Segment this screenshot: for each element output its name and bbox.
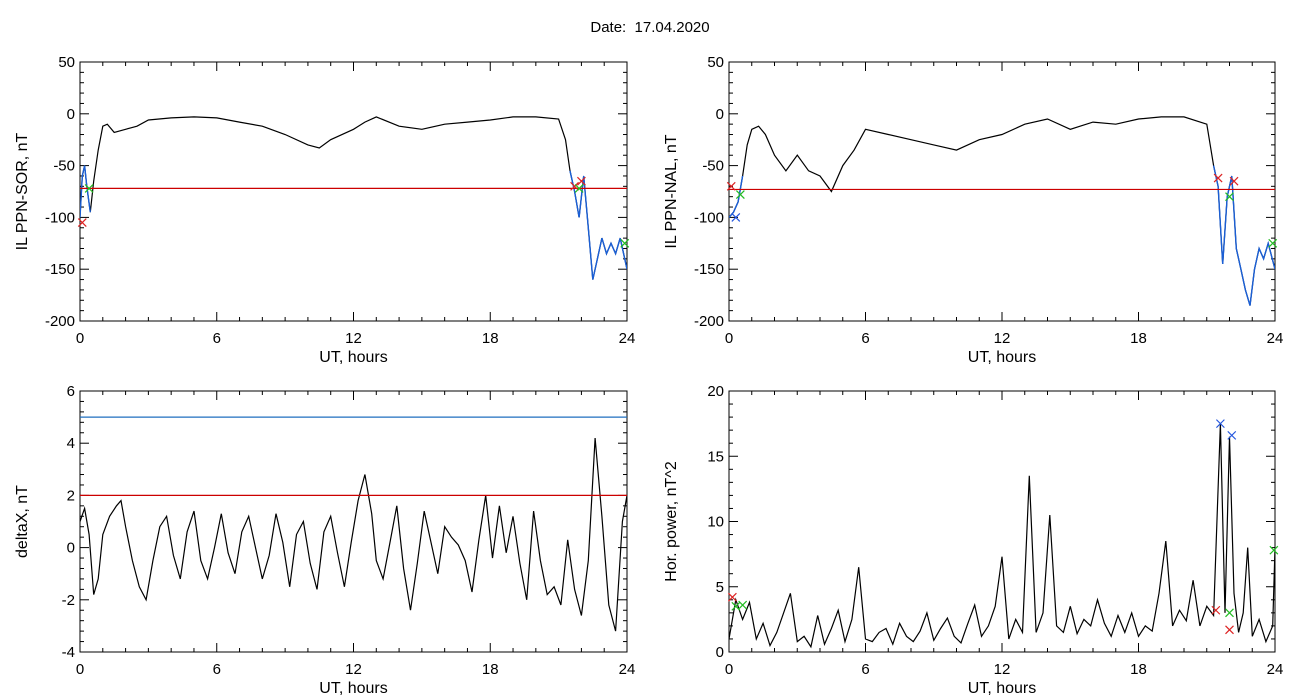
y-axis-label: deltaX, nT <box>14 485 31 558</box>
y-tick-label: 0 <box>67 540 75 557</box>
y-tick-label: 0 <box>67 106 75 123</box>
y-tick-label: 2 <box>67 487 75 504</box>
y-tick-label: 0 <box>716 106 724 123</box>
x-tick-label: 6 <box>213 330 221 347</box>
plot-nal: 0 6 12 18 24 -200 -150 -100 -50 0 50 UT, hours IL PP… <box>663 54 1283 366</box>
plot-power: 0 6 12 18 24 0 5 10 15 20 UT, hours Hor. power, nT^… <box>663 383 1283 697</box>
x-tick-label: 6 <box>861 661 869 678</box>
marker-blue <box>731 212 741 222</box>
highlight-segment <box>80 165 91 218</box>
x-tick-label: 0 <box>76 661 84 678</box>
y-tick-label: -150 <box>45 261 75 278</box>
marker-red <box>1229 176 1239 186</box>
plot-frame <box>79 61 628 322</box>
marker-green <box>735 190 745 200</box>
y-axis-label: IL PPN-SOR, nT <box>14 132 31 250</box>
marker-green <box>620 238 630 248</box>
plot-frame <box>728 61 1276 322</box>
y-axis-label: Hor. power, nT^2 <box>663 461 680 582</box>
y-tick-label: -2 <box>62 592 75 609</box>
marker-blue <box>1227 430 1237 440</box>
y-axis-label: IL PPN-NAL, nT <box>663 134 680 248</box>
data-line <box>729 116 1275 306</box>
marker-red <box>726 181 736 191</box>
x-tick-label: 18 <box>482 330 499 347</box>
y-tick-label: 50 <box>58 54 75 71</box>
x-axis-label: UT, hours <box>319 349 387 366</box>
marker-green <box>574 183 584 193</box>
x-tick-label: 24 <box>619 661 636 678</box>
plot-frame <box>79 390 628 653</box>
plot-sor: 0 6 12 18 24 -200 -150 -100 -50 0 50 UT, hours IL PP… <box>14 54 635 366</box>
x-tick-label: 6 <box>861 330 869 347</box>
data-line <box>80 116 627 280</box>
marker-red <box>1213 173 1223 183</box>
y-tick-label: -4 <box>62 644 75 661</box>
plot-frame <box>728 390 1276 653</box>
data-line <box>80 437 627 632</box>
y-tick-label: -200 <box>694 313 724 330</box>
y-tick-label: 20 <box>707 383 724 400</box>
x-tick-label: 24 <box>619 330 636 347</box>
y-tick-label: 0 <box>716 644 724 661</box>
x-tick-label: 0 <box>725 330 733 347</box>
x-tick-label: 12 <box>345 330 362 347</box>
marker-blue <box>1215 419 1225 429</box>
marker-red <box>727 592 737 602</box>
marker-red <box>77 218 87 228</box>
y-tick-label: 4 <box>67 435 75 452</box>
y-tick-label: -100 <box>45 209 75 226</box>
y-tick-label: -150 <box>694 261 724 278</box>
y-tick-label: -50 <box>702 158 724 175</box>
x-axis-label: UT, hours <box>319 680 387 697</box>
x-tick-label: 12 <box>994 330 1011 347</box>
y-tick-label: -200 <box>45 313 75 330</box>
y-tick-label: 50 <box>707 54 724 71</box>
marker-red <box>1225 625 1234 635</box>
y-tick-label: 15 <box>707 448 724 465</box>
y-tick-label: 5 <box>716 579 724 596</box>
y-tick-label: 10 <box>707 514 724 531</box>
x-tick-label: 18 <box>1130 661 1147 678</box>
y-tick-label: 6 <box>67 383 75 400</box>
x-tick-label: 24 <box>1267 330 1284 347</box>
page-title: Date: 17.04.2020 <box>590 19 710 36</box>
x-tick-label: 0 <box>76 330 84 347</box>
x-tick-label: 18 <box>482 661 499 678</box>
y-tick-label: -50 <box>53 158 75 175</box>
x-tick-label: 24 <box>1267 661 1284 678</box>
marker-green <box>1268 238 1278 248</box>
highlight-segment <box>1212 165 1275 306</box>
x-tick-label: 12 <box>994 661 1011 678</box>
marker-green <box>731 601 741 611</box>
x-axis-label: UT, hours <box>968 680 1036 697</box>
x-tick-label: 6 <box>213 661 221 678</box>
y-tick-label: -100 <box>694 209 724 226</box>
marker-red <box>570 181 580 191</box>
marker-green <box>738 600 748 610</box>
marker-green <box>1269 545 1279 555</box>
marker-green <box>1225 192 1234 202</box>
data-line <box>729 423 1275 649</box>
marker-green <box>1225 608 1234 618</box>
x-tick-label: 18 <box>1130 330 1147 347</box>
highlight-segment <box>569 170 627 280</box>
marker-red <box>576 176 586 186</box>
marker-green <box>84 183 94 193</box>
x-axis-label: UT, hours <box>968 349 1036 366</box>
marker-red <box>1211 605 1221 615</box>
x-tick-label: 12 <box>345 661 362 678</box>
x-tick-label: 0 <box>725 661 733 678</box>
